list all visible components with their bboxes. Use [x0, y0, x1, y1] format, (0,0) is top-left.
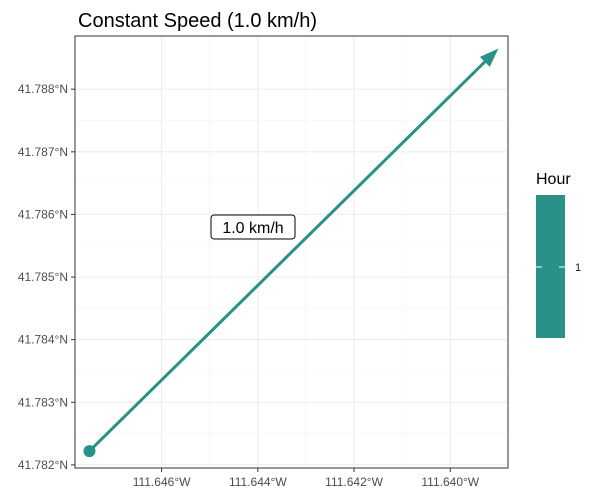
y-tick-label: 41.782°N	[18, 458, 68, 472]
x-axis: 111.646°W 111.644°W 111.642°W 111.640°W	[133, 468, 480, 489]
panel-border	[74, 35, 509, 469]
x-tick-label: 111.646°W	[133, 475, 191, 489]
x-tick-label: 111.642°W	[325, 475, 383, 489]
annotation-box	[210, 214, 296, 240]
legend-title: Hour	[536, 171, 571, 188]
y-axis: 41.782°N 41.783°N 41.784°N 41.785°N 41.786°N…	[18, 82, 75, 472]
series	[83, 48, 499, 458]
x-tick-label: 111.640°W	[421, 475, 479, 489]
x-tick-label: 111.644°W	[229, 475, 287, 489]
path-arrowhead	[479, 48, 499, 67]
y-tick-label: 41.788°N	[18, 82, 68, 96]
y-tick-label: 41.787°N	[18, 145, 68, 159]
grid	[75, 36, 508, 468]
legend: Hour 1	[536, 171, 581, 338]
path-start-point	[83, 445, 96, 458]
path-line	[87, 60, 487, 453]
y-tick-label: 41.785°N	[18, 270, 68, 284]
annotation-label: 1.0 km/h	[222, 220, 283, 237]
annotations: 1.0 km/h	[210, 214, 296, 240]
y-tick-label: 41.786°N	[18, 207, 68, 221]
y-tick-label: 41.784°N	[18, 333, 68, 347]
legend-tick-label: 1	[575, 262, 581, 274]
chart-title: Constant Speed (1.0 km/h)	[78, 10, 317, 32]
y-tick-label: 41.783°N	[18, 395, 68, 409]
